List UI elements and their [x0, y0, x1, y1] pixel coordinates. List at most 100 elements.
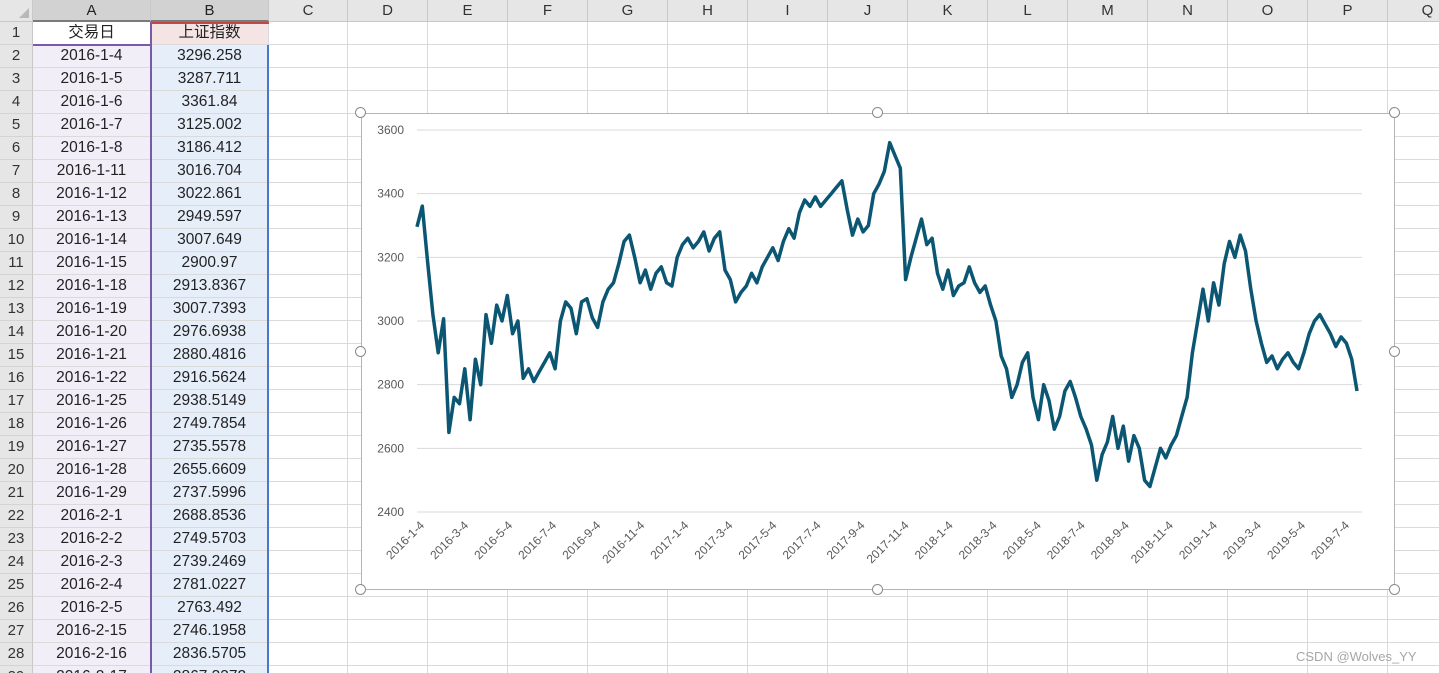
cell-date[interactable]: 2016-2-5 — [33, 597, 151, 620]
row-header-20[interactable]: 20 — [0, 459, 33, 482]
column-header-B[interactable]: B — [151, 0, 269, 22]
cell-date[interactable]: 2016-1-25 — [33, 390, 151, 413]
cell-value[interactable]: 2916.5624 — [151, 367, 269, 390]
column-header-N[interactable]: N — [1148, 0, 1228, 22]
row-header-9[interactable]: 9 — [0, 206, 33, 229]
row-header-6[interactable]: 6 — [0, 137, 33, 160]
cell-date[interactable]: 2016-2-3 — [33, 551, 151, 574]
cell-value[interactable]: 3296.258 — [151, 45, 269, 68]
column-header-G[interactable]: G — [588, 0, 668, 22]
row-header-15[interactable]: 15 — [0, 344, 33, 367]
cell-date[interactable]: 2016-1-26 — [33, 413, 151, 436]
column-header-O[interactable]: O — [1228, 0, 1308, 22]
cell-date[interactable]: 2016-1-19 — [33, 298, 151, 321]
column-header-M[interactable]: M — [1068, 0, 1148, 22]
cell-date[interactable]: 2016-2-1 — [33, 505, 151, 528]
cell-date[interactable]: 2016-2-15 — [33, 620, 151, 643]
cell-value[interactable]: 3007.7393 — [151, 298, 269, 321]
row-header-3[interactable]: 3 — [0, 68, 33, 91]
cell-date[interactable]: 2016-1-27 — [33, 436, 151, 459]
row-header-26[interactable]: 26 — [0, 597, 33, 620]
cell-value[interactable]: 2655.6609 — [151, 459, 269, 482]
select-all-corner[interactable] — [0, 0, 33, 22]
row-header-11[interactable]: 11 — [0, 252, 33, 275]
cell-date[interactable]: 2016-1-8 — [33, 137, 151, 160]
cell-date[interactable]: 2016-1-15 — [33, 252, 151, 275]
row-header-7[interactable]: 7 — [0, 160, 33, 183]
cell-value[interactable]: 2880.4816 — [151, 344, 269, 367]
cell-date[interactable]: 2016-1-20 — [33, 321, 151, 344]
cell-date[interactable]: 2016-2-2 — [33, 528, 151, 551]
cell-value[interactable]: 3125.002 — [151, 114, 269, 137]
column-header-I[interactable]: I — [748, 0, 828, 22]
column-header-E[interactable]: E — [428, 0, 508, 22]
column-header-F[interactable]: F — [508, 0, 588, 22]
cell-value[interactable]: 2737.5996 — [151, 482, 269, 505]
cell-date[interactable]: 2016-1-14 — [33, 229, 151, 252]
cell-value[interactable]: 3022.861 — [151, 183, 269, 206]
cell-value[interactable]: 3007.649 — [151, 229, 269, 252]
row-header-29[interactable]: 29 — [0, 666, 33, 673]
cell-value[interactable]: 2739.2469 — [151, 551, 269, 574]
cell-date[interactable]: 2016-1-21 — [33, 344, 151, 367]
column-header-A[interactable]: A — [33, 0, 151, 22]
cell-value[interactable]: 2867.3372 — [151, 666, 269, 673]
row-header-22[interactable]: 22 — [0, 505, 33, 528]
column-header-L[interactable]: L — [988, 0, 1068, 22]
cell-date[interactable]: 2016-1-11 — [33, 160, 151, 183]
cell-value[interactable]: 3016.704 — [151, 160, 269, 183]
cell-value[interactable]: 2763.492 — [151, 597, 269, 620]
cell-date[interactable]: 2016-1-7 — [33, 114, 151, 137]
row-header-28[interactable]: 28 — [0, 643, 33, 666]
column-header-H[interactable]: H — [668, 0, 748, 22]
column-header-C[interactable]: C — [269, 0, 348, 22]
cell-value[interactable]: 2688.8536 — [151, 505, 269, 528]
row-header-5[interactable]: 5 — [0, 114, 33, 137]
cell-header-index[interactable]: 上证指数 — [151, 22, 269, 45]
resize-handle[interactable] — [355, 345, 366, 357]
cell-date[interactable]: 2016-1-18 — [33, 275, 151, 298]
resize-handle[interactable] — [355, 584, 366, 595]
cell-value[interactable]: 2836.5705 — [151, 643, 269, 666]
row-header-8[interactable]: 8 — [0, 183, 33, 206]
cell-value[interactable]: 3186.412 — [151, 137, 269, 160]
row-header-13[interactable]: 13 — [0, 298, 33, 321]
resize-handle[interactable] — [872, 584, 883, 595]
cell-value[interactable]: 2749.5703 — [151, 528, 269, 551]
line-chart[interactable]: 2400 2600 2800 3000 3200 3400 3600 2016-1-4 2016… — [361, 113, 1395, 590]
cell-value[interactable]: 2781.0227 — [151, 574, 269, 597]
cell-value[interactable]: 2913.8367 — [151, 275, 269, 298]
resize-handle[interactable] — [1389, 345, 1400, 357]
resize-handle[interactable] — [355, 107, 366, 118]
column-header-J[interactable]: J — [828, 0, 908, 22]
cell-date[interactable]: 2016-1-4 — [33, 45, 151, 68]
row-header-24[interactable]: 24 — [0, 551, 33, 574]
cell-date[interactable]: 2016-1-5 — [33, 68, 151, 91]
row-header-1[interactable]: 1 — [0, 22, 33, 45]
cell-date[interactable]: 2016-1-22 — [33, 367, 151, 390]
row-header-19[interactable]: 19 — [0, 436, 33, 459]
cell-value[interactable]: 3287.711 — [151, 68, 269, 91]
cell-value[interactable]: 2749.7854 — [151, 413, 269, 436]
cell-date[interactable]: 2016-2-4 — [33, 574, 151, 597]
row-header-21[interactable]: 21 — [0, 482, 33, 505]
resize-handle[interactable] — [1389, 584, 1400, 595]
resize-handle[interactable] — [872, 107, 883, 118]
cell-date[interactable]: 2016-1-12 — [33, 183, 151, 206]
cell-value[interactable]: 2900.97 — [151, 252, 269, 275]
cell-date[interactable]: 2016-2-17 — [33, 666, 151, 673]
cell-value[interactable]: 2938.5149 — [151, 390, 269, 413]
row-header-10[interactable]: 10 — [0, 229, 33, 252]
row-header-2[interactable]: 2 — [0, 45, 33, 68]
row-header-16[interactable]: 16 — [0, 367, 33, 390]
cell-header-date[interactable]: 交易日 — [33, 22, 151, 45]
column-header-K[interactable]: K — [908, 0, 988, 22]
row-header-27[interactable]: 27 — [0, 620, 33, 643]
row-header-25[interactable]: 25 — [0, 574, 33, 597]
cell-date[interactable]: 2016-2-16 — [33, 643, 151, 666]
cell-value[interactable]: 2949.597 — [151, 206, 269, 229]
column-header-Q[interactable]: Q — [1388, 0, 1439, 22]
column-header-P[interactable]: P — [1308, 0, 1388, 22]
row-header-12[interactable]: 12 — [0, 275, 33, 298]
column-header-D[interactable]: D — [348, 0, 428, 22]
